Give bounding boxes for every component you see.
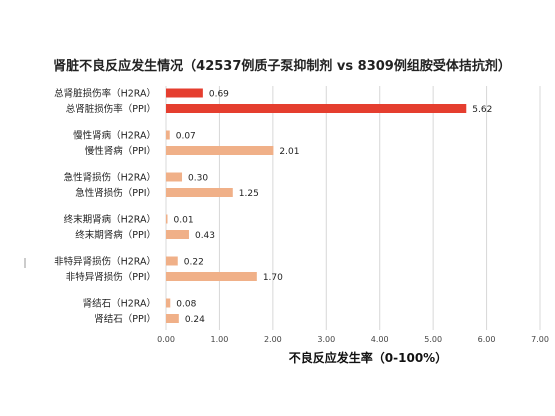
category-label: 总肾脏损伤率（PPI） (66, 103, 156, 115)
data-label: 0.01 (174, 216, 194, 226)
category-label: 慢性肾病（PPI） (85, 145, 156, 157)
bar (166, 298, 171, 308)
bar (166, 230, 189, 239)
category-label: 非特异肾损伤（PPI） (66, 271, 156, 283)
x-tick-label: 0.00 (157, 335, 175, 344)
category-labels: 总肾脏损伤率（H2RA） 总肾脏损伤率（PPI） 慢性肾病（H2RA） 慢性肾病（PP… (54, 88, 156, 326)
category-label: 急性肾损伤（H2RA） (64, 172, 156, 184)
data-label: 1.70 (263, 273, 283, 283)
bar (166, 104, 467, 113)
data-label: 0.22 (184, 258, 204, 268)
x-tick-label: 6.00 (478, 335, 496, 344)
category-label: 终末期肾病（H2RA） (64, 214, 156, 226)
bar (166, 146, 274, 155)
bar (166, 188, 233, 197)
bar (166, 314, 179, 323)
category-label: 肾结石（H2RA） (83, 298, 156, 310)
bar (166, 130, 170, 140)
data-label: 1.25 (239, 189, 259, 199)
x-tick-label: 5.00 (424, 335, 442, 344)
data-label: 0.07 (176, 132, 196, 142)
data-label: 0.43 (195, 231, 215, 241)
category-label: 终末期肾病（PPI） (75, 229, 156, 241)
category-label: 非特异肾损伤（H2RA） (54, 256, 156, 268)
x-tick-labels: 0.00 1.00 2.00 3.00 4.00 5.00 6.00 7.00 (157, 335, 549, 344)
category-label: 急性肾损伤（PPI） (75, 187, 156, 199)
x-tick-label: 3.00 (317, 335, 335, 344)
x-tick-label: 1.00 (211, 335, 229, 344)
bar (166, 172, 183, 182)
chart-title: 肾脏不良反应发生情况（42537例质子泵抑制剂 vs 8309例组胺受体拮抗剂） (53, 58, 511, 74)
data-label: 5.62 (472, 105, 492, 115)
bar (166, 256, 178, 266)
category-label: 总肾脏损伤率（H2RA） (54, 88, 156, 100)
data-label: 0.30 (188, 174, 208, 184)
data-label: 2.01 (279, 147, 299, 157)
bars: 0.69 5.62 0.07 2.01 0.30 1.25 0.010.43 0.22 1.70… (166, 88, 492, 325)
category-label: 慢性肾病（H2RA） (73, 130, 156, 142)
bar (166, 272, 257, 281)
data-label: 0.08 (176, 300, 196, 310)
data-label: 0.24 (185, 315, 205, 325)
x-tick-label: 2.00 (264, 335, 282, 344)
x-tick-label: 4.00 (371, 335, 389, 344)
category-label: 肾结石（PPI） (94, 313, 156, 325)
data-label: 0.69 (209, 90, 229, 100)
bar (166, 214, 168, 224)
grid-lines (165, 86, 541, 330)
x-axis-label: 不良反应发生率（0-100%） (289, 350, 447, 365)
bar (166, 88, 203, 98)
x-tick-label: 7.00 (531, 335, 549, 344)
